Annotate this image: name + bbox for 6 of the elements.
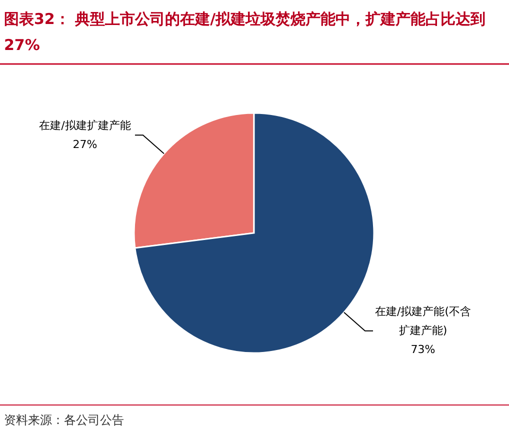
data-label: 73%: [410, 342, 436, 358]
text: 资料来源：各公司公告: [4, 412, 124, 429]
data-label: 27%: [72, 137, 98, 154]
slice-label: 在建/拟建产能(不含扩建产能): [375, 304, 472, 340]
chart-title: 图表32： 典型上市公司的在建/拟建垃圾焚烧产能中，扩建产能占比达到27%: [4, 9, 487, 56]
slice-label: 在建/拟建扩建产能: [38, 118, 132, 134]
